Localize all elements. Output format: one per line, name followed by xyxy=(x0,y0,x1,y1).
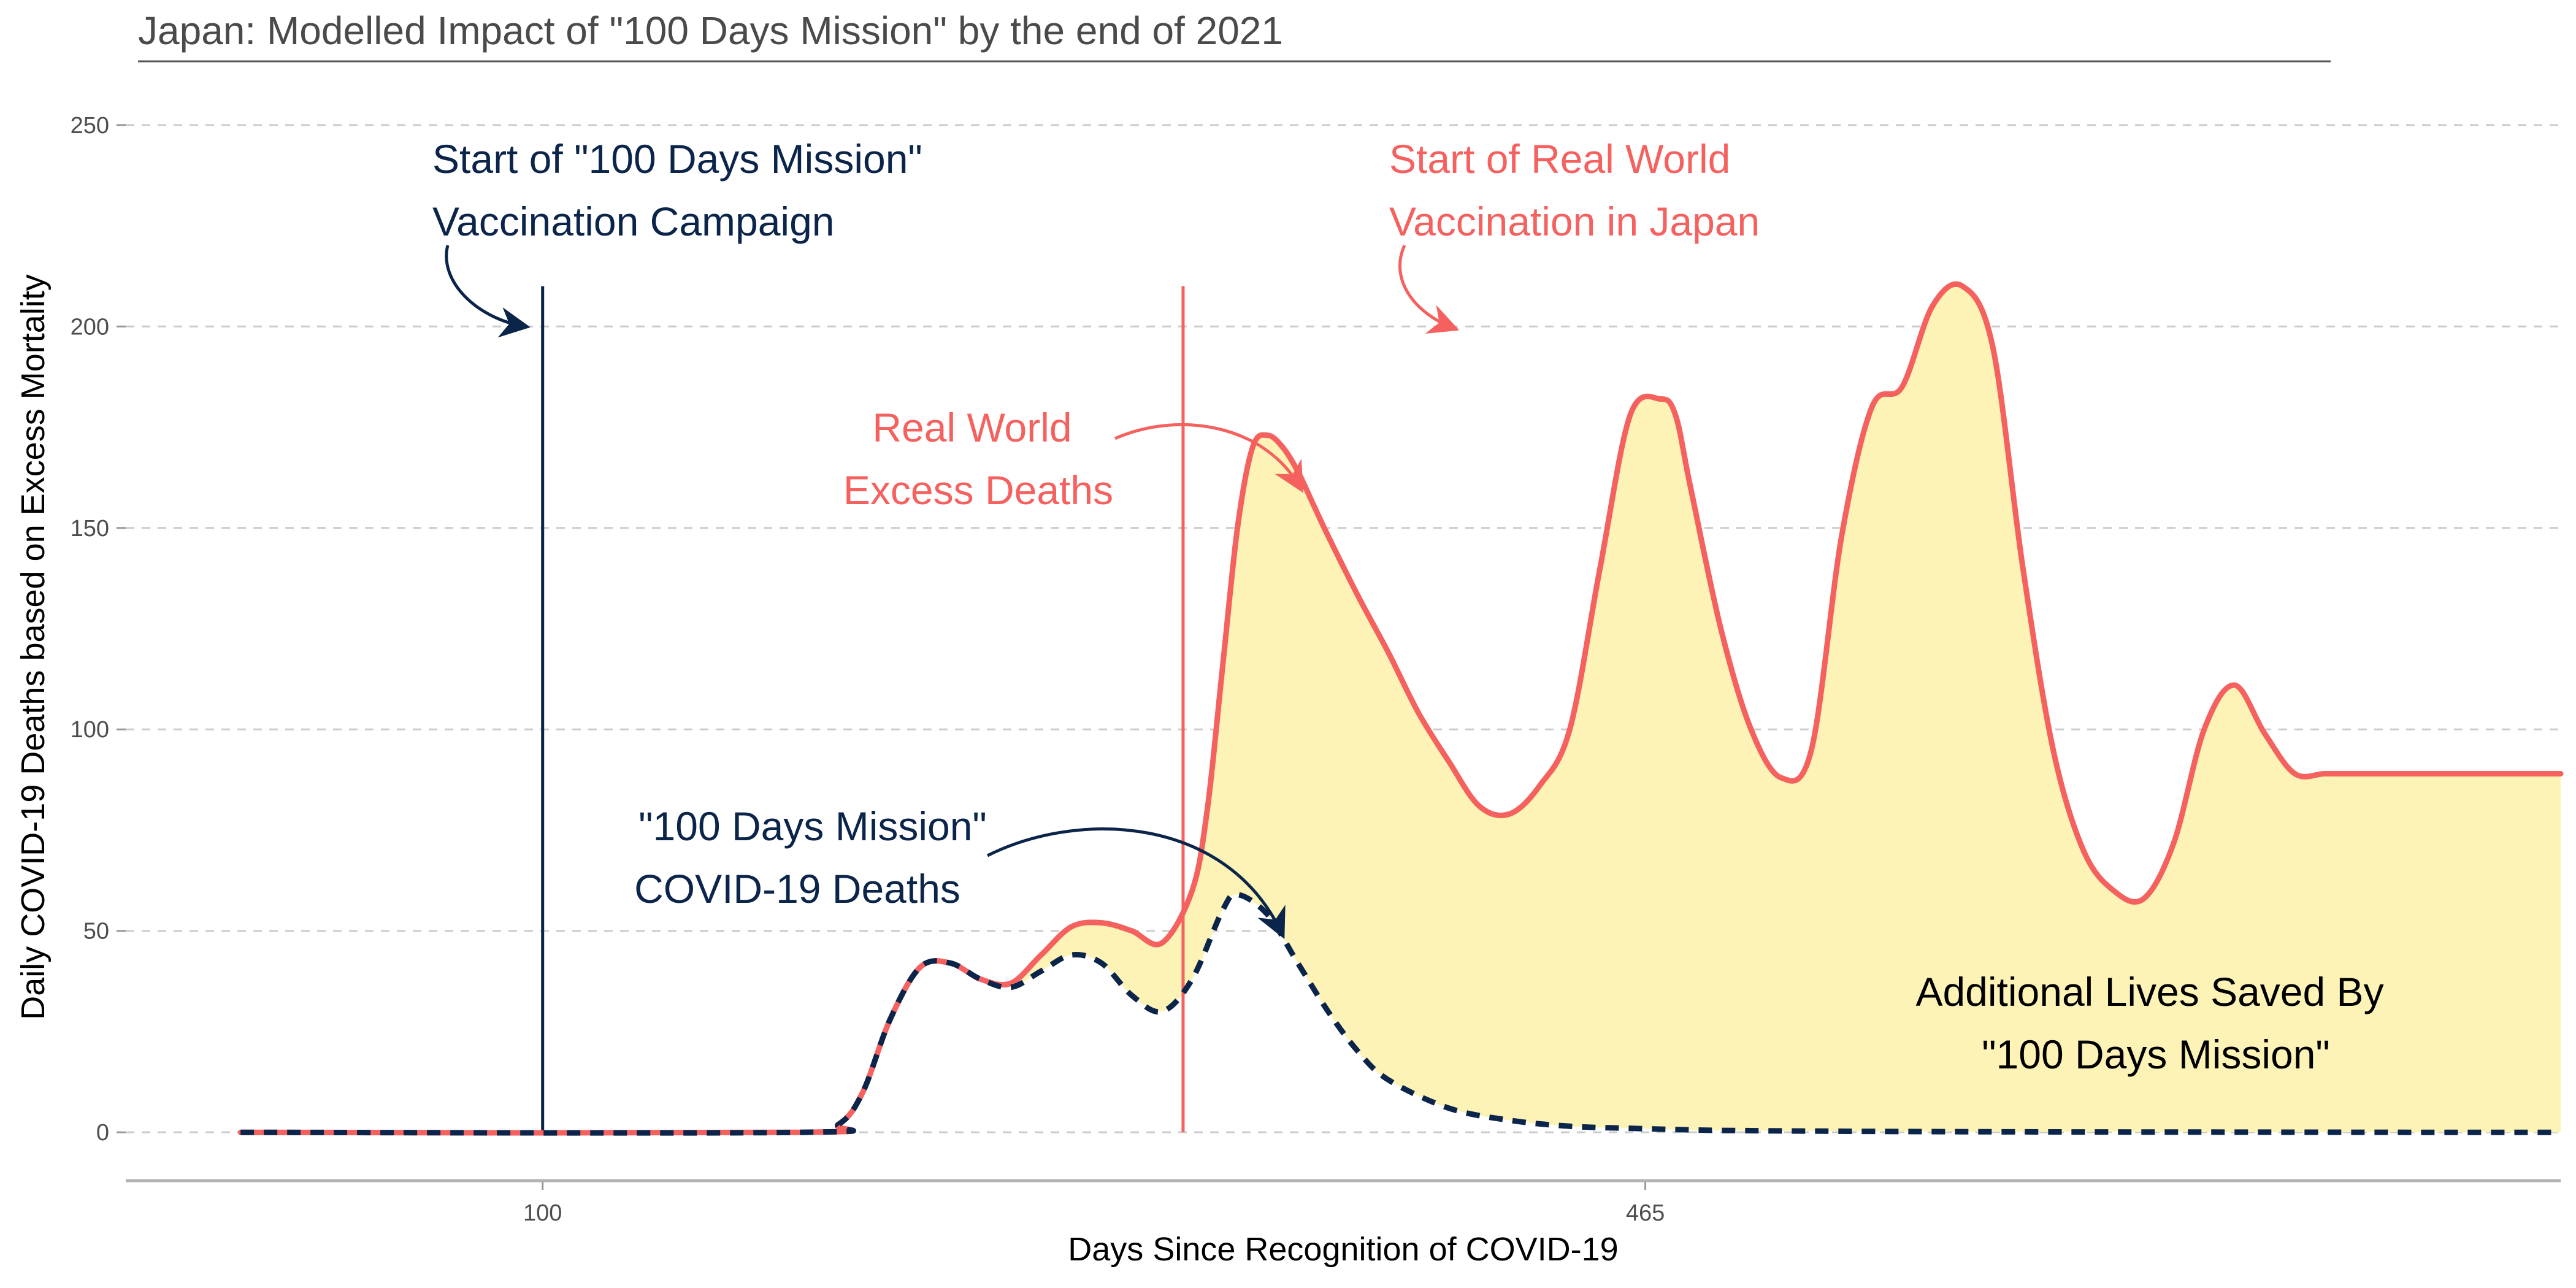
annotation-real-deaths-line1: Real World xyxy=(872,405,1071,450)
annotation-real-vaccination-line2: Vaccination in Japan xyxy=(1389,199,1760,244)
real-world-deaths-line xyxy=(237,281,2564,1136)
annotation-mission-deaths-line2: COVID-19 Deaths xyxy=(634,866,960,911)
annotation-real-deaths: Real World Excess Deaths xyxy=(843,405,1113,513)
vaccination-start-lines xyxy=(541,286,1185,1133)
annotation-lives-saved: Additional Lives Saved By "100 Days Miss… xyxy=(1915,969,2383,1077)
y-tick-label: 50 xyxy=(83,919,109,945)
annotation-mission-start-arrow xyxy=(445,245,531,338)
y-tick-label: 150 xyxy=(71,516,109,542)
annotation-mission-start-line2: Vaccination Campaign xyxy=(432,199,835,244)
annotation-real-deaths-arrow xyxy=(1114,423,1303,493)
lives-saved-area xyxy=(240,284,2561,1133)
y-axis-label: Daily COVID-19 Deaths based on Excess Mo… xyxy=(15,274,52,1019)
annotation-lives-saved-line1: Additional Lives Saved By xyxy=(1915,969,2383,1014)
annotation-mission-deaths-arrow xyxy=(986,827,1286,940)
annotation-mission-start-line1: Start of "100 Days Mission" xyxy=(432,136,922,182)
x-tick-label: 100 xyxy=(523,1200,562,1226)
annotation-real-deaths-line2: Excess Deaths xyxy=(843,467,1113,513)
y-tick-label: 100 xyxy=(71,717,109,743)
y-tick-label: 200 xyxy=(71,314,109,340)
annotation-real-vaccination: Start of Real World Vaccination in Japan xyxy=(1389,136,1760,244)
chart-title: Japan: Modelled Impact of "100 Days Miss… xyxy=(138,9,1283,53)
annotation-lives-saved-line2: "100 Days Mission" xyxy=(1982,1032,2330,1077)
annotation-mission-deaths: "100 Days Mission" COVID-19 Deaths xyxy=(634,803,987,911)
y-tick-label: 0 xyxy=(96,1120,109,1146)
y-tick-label: 250 xyxy=(71,113,109,139)
annotation-mission-deaths-line1: "100 Days Mission" xyxy=(638,803,987,849)
x-axis-label: Days Since Recognition of COVID-19 xyxy=(1068,1231,1618,1268)
annotation-real-vaccination-line1: Start of Real World xyxy=(1389,136,1730,182)
x-tick-label: 465 xyxy=(1626,1200,1665,1226)
y-tick-labels: 0 50 100 150 200 250 xyxy=(71,113,109,1146)
annotation-real-vaccination-arrow xyxy=(1398,244,1460,334)
x-tick-labels: 100 465 xyxy=(523,1181,1665,1226)
annotation-mission-start: Start of "100 Days Mission" Vaccination … xyxy=(432,136,922,244)
